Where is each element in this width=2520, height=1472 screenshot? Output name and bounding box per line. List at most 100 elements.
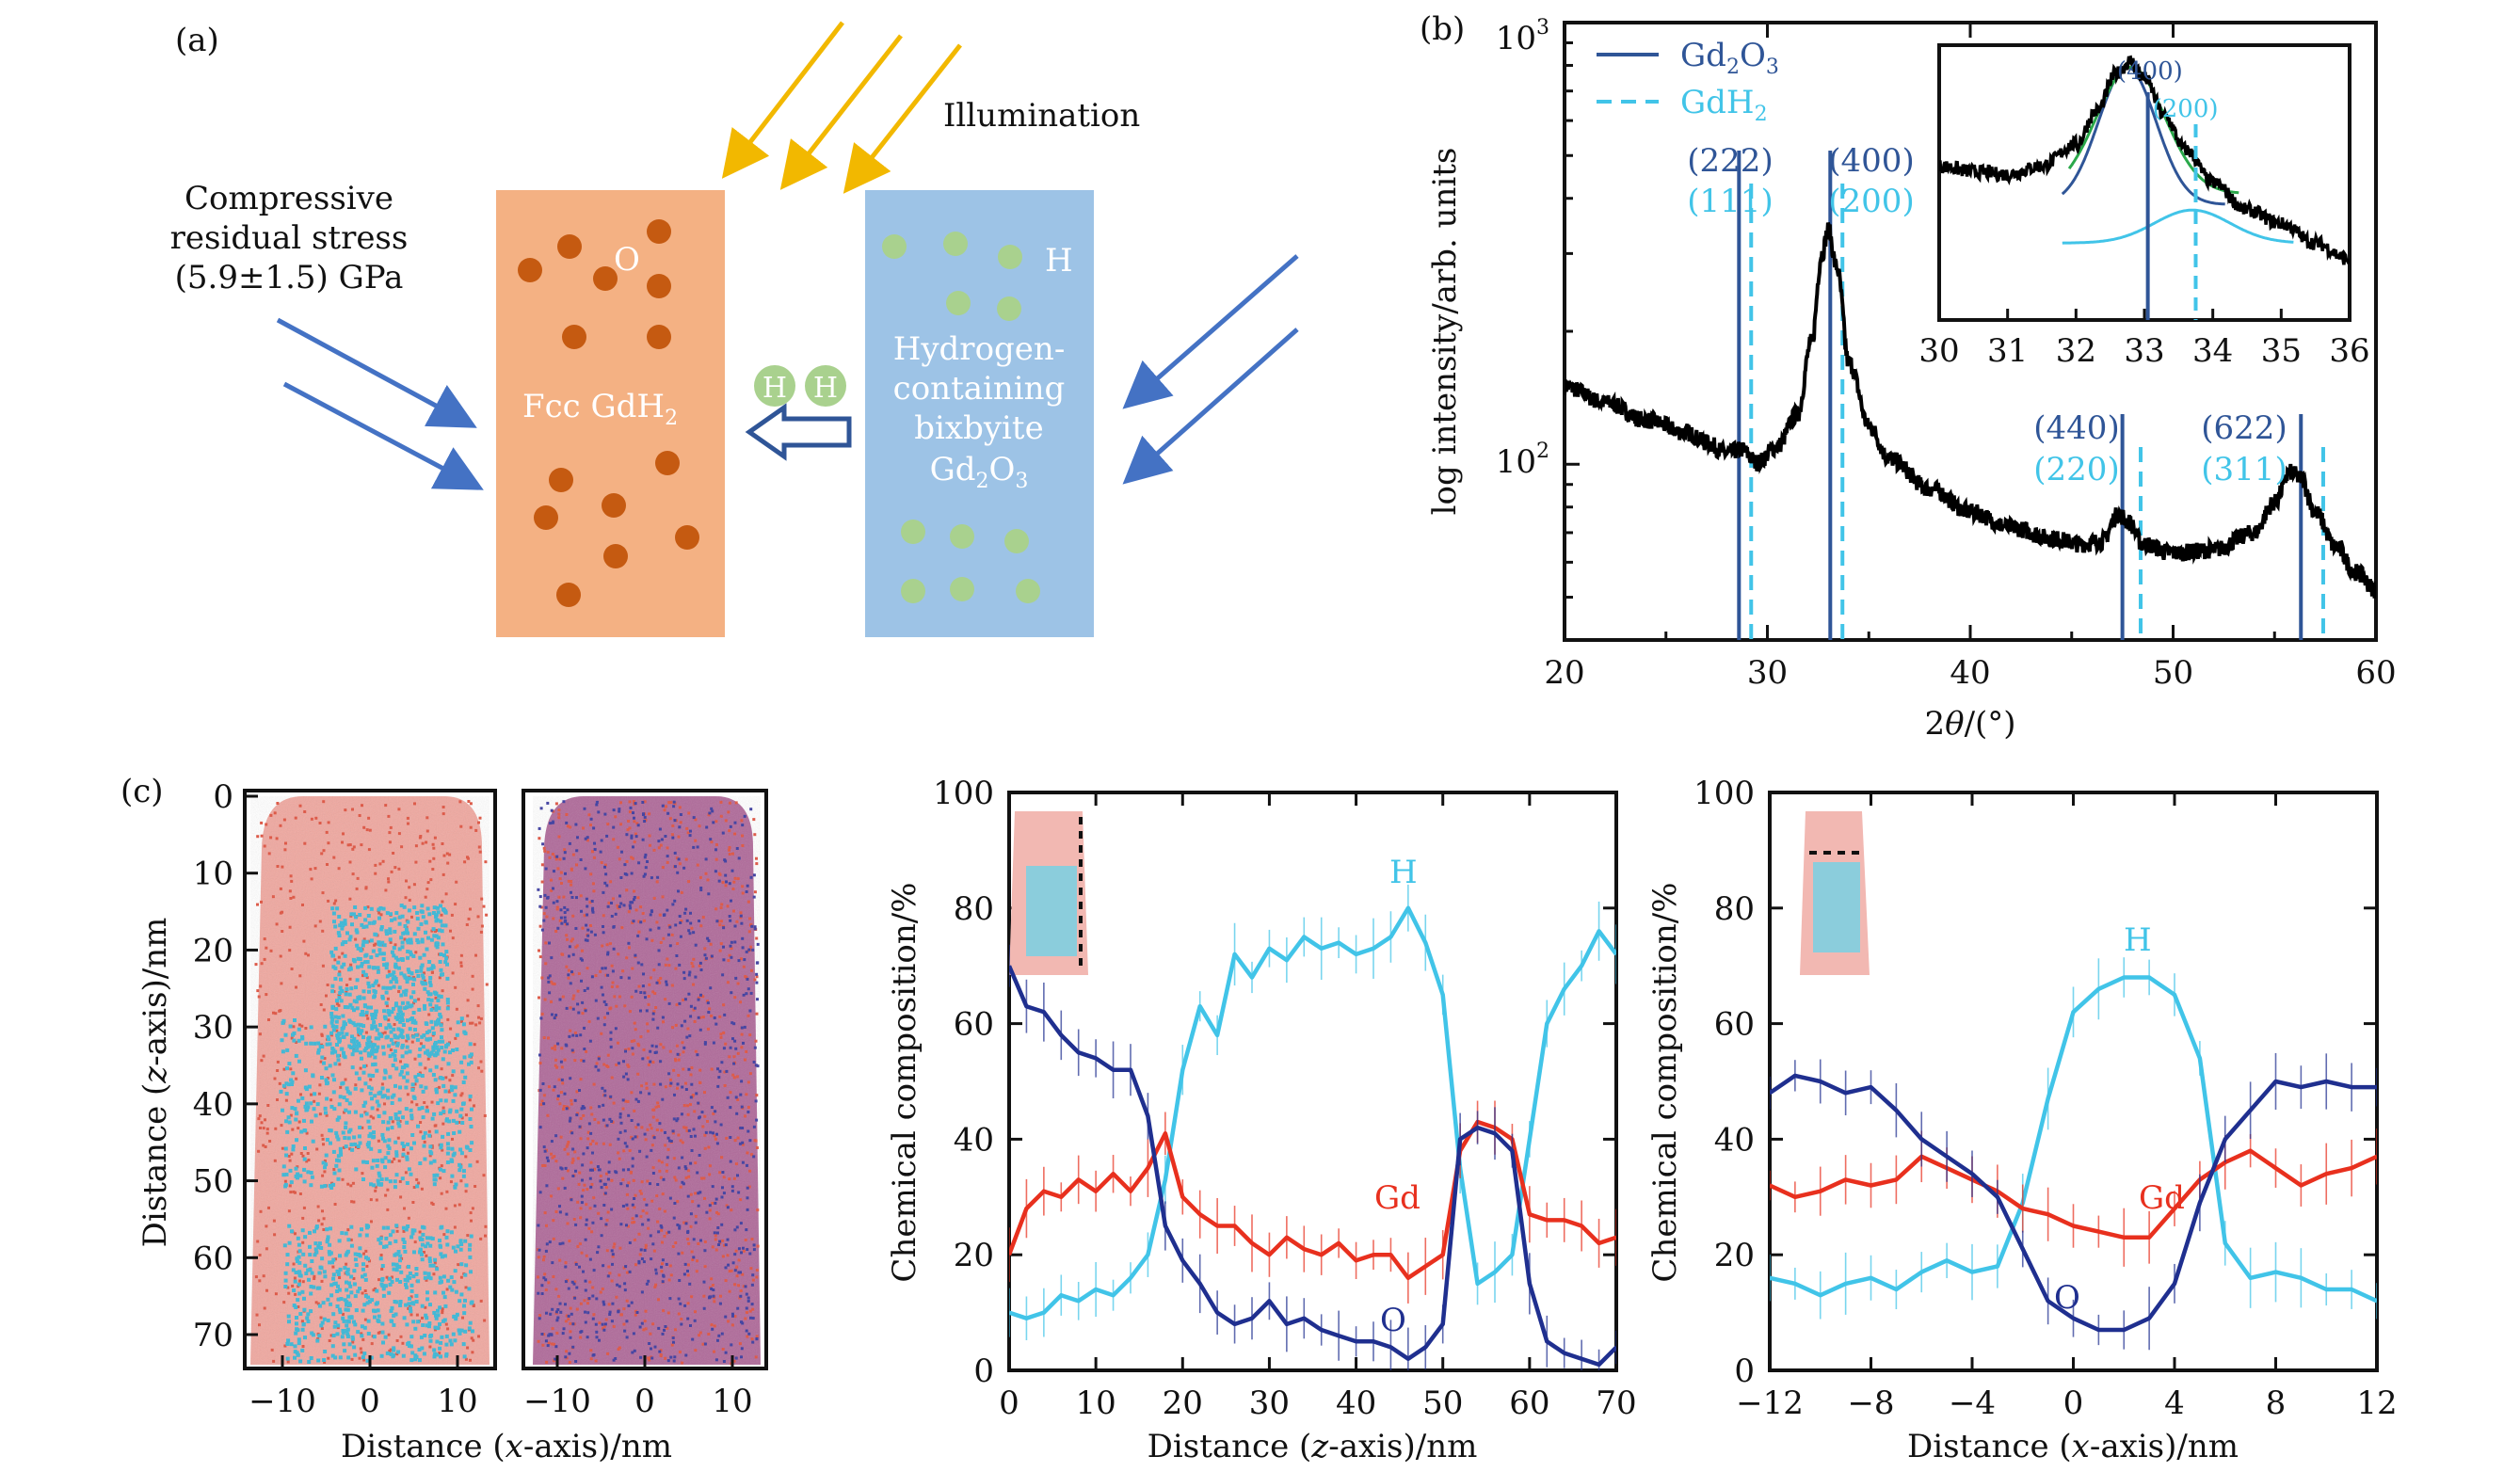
xrd-peak-label-gdh2: (200) bbox=[1828, 183, 1914, 220]
x-profile-label-o: O bbox=[2054, 1279, 2080, 1317]
xrd-x-axis-title: 2θ/(°) bbox=[1924, 705, 2015, 743]
xrd-inset-ticks: 30 31 32 33 34 35 36 bbox=[1918, 309, 2370, 370]
atom-map-xtick-label: 0 bbox=[360, 1383, 380, 1420]
xrd-xtick-label: 20 bbox=[1544, 654, 1584, 692]
xrd-peak-label-gdh2: (111) bbox=[1687, 183, 1773, 220]
xrd-peak-label-gd2o3: (440) bbox=[2033, 409, 2119, 447]
z-profile-xtick-label: 40 bbox=[1336, 1384, 1376, 1422]
o-atom-2 bbox=[557, 234, 582, 259]
atom-map-ytick-label: 40 bbox=[193, 1086, 233, 1124]
h-atom-1 bbox=[882, 234, 907, 259]
atom-map-x-axis-title: Distance (x-axis)/nm bbox=[341, 1428, 672, 1465]
z-profile-xtick-label: 20 bbox=[1163, 1384, 1203, 1422]
h-atom-2 bbox=[943, 232, 968, 256]
hydrogen-transfer-arrow bbox=[745, 403, 852, 461]
z-profile-xtick-label: 70 bbox=[1596, 1384, 1636, 1422]
h-atom-9 bbox=[950, 577, 974, 601]
xrd-chart: 20 30 40 50 60 (222)(111)(400)(200)(440)(220… bbox=[1426, 16, 2397, 743]
x-profile-ytick-label: 80 bbox=[1714, 890, 1755, 928]
gd2o3-box-line1: Hydrogen- bbox=[893, 330, 1066, 368]
o-atom-9 bbox=[655, 451, 680, 475]
h-atom-box-label: H bbox=[1045, 242, 1073, 280]
xrd-inset-xtick-label: 36 bbox=[2329, 332, 2369, 370]
panel-c-label: (c) bbox=[120, 773, 164, 810]
x-profile-xtick-label: 4 bbox=[2164, 1384, 2185, 1422]
z-profile-xtick-label: 10 bbox=[1076, 1384, 1116, 1422]
z-profile-label-o: O bbox=[1380, 1302, 1406, 1339]
z-profile-ytick-label: 80 bbox=[954, 890, 994, 928]
z-profile-series-h bbox=[1009, 905, 1616, 1320]
x-profile-ytick-label: 20 bbox=[1714, 1237, 1755, 1274]
z-profile-series-o bbox=[1009, 965, 1616, 1368]
xrd-peak-label-gdh2: (311) bbox=[2201, 451, 2287, 488]
o-atom-12 bbox=[675, 525, 699, 550]
o-atom-6 bbox=[562, 325, 586, 349]
gd2o3-box-line4: Gd2O3 bbox=[930, 451, 1029, 493]
xrd-peak-label-gd2o3: (400) bbox=[1828, 142, 1914, 180]
xrd-xtick-label: 60 bbox=[2355, 654, 2396, 692]
stress-label-line1: Compressive bbox=[185, 180, 393, 217]
atom-map-ytick-label: 20 bbox=[193, 932, 233, 969]
x-profile-xtick-label: 8 bbox=[2266, 1384, 2287, 1422]
o-atom-8 bbox=[549, 468, 573, 492]
z-profile-label-gd: Gd bbox=[1374, 1179, 1421, 1217]
z-profile-frame bbox=[1007, 791, 1618, 1372]
xrd-xtick-label: 30 bbox=[1747, 654, 1788, 692]
illumination-arrows bbox=[721, 21, 962, 194]
xrd-peak-label-gdh2: (220) bbox=[2033, 451, 2119, 488]
o-atom-label: O bbox=[614, 241, 640, 279]
x-profile-y-axis-title: Chemical composition/% bbox=[1646, 882, 1684, 1282]
x-profile-x-axis-title: Distance (x-axis)/nm bbox=[1907, 1428, 2239, 1465]
z-profile-lines bbox=[1009, 884, 1616, 1370]
o-atom-14 bbox=[556, 583, 581, 607]
xrd-inset-gdh2-label: (200) bbox=[2153, 95, 2219, 123]
x-profile-ytick-label: 100 bbox=[1693, 775, 1755, 812]
stress-label-line2: residual stress bbox=[170, 219, 409, 257]
x-profile-label-gd: Gd bbox=[2139, 1179, 2185, 1217]
atom-map-ytick-label: 50 bbox=[193, 1163, 233, 1201]
xrd-inset-xtick-label: 32 bbox=[2056, 332, 2096, 370]
o-atom-5 bbox=[647, 219, 671, 244]
atom-map-ytick-label: 60 bbox=[193, 1240, 233, 1277]
xrd-xtick-label: 40 bbox=[1950, 654, 1990, 692]
o-atoms bbox=[518, 219, 699, 607]
xrd-pattern-line bbox=[1565, 221, 2376, 599]
stress-label-line3: (5.9±1.5) GPa bbox=[175, 259, 404, 296]
x-profile-ytick-label: 40 bbox=[1714, 1121, 1755, 1159]
legend-gdh2-label: GdH2 bbox=[1680, 84, 1768, 126]
z-profile-xtick-label: 60 bbox=[1509, 1384, 1549, 1422]
z-profile-ytick-label: 60 bbox=[954, 1006, 994, 1044]
atom-map-left-texture bbox=[250, 796, 490, 1365]
h-atom-6 bbox=[901, 520, 925, 544]
o-atom-11 bbox=[602, 493, 626, 518]
xrd-inset-xtick-label: 33 bbox=[2124, 332, 2164, 370]
z-profile-ytick-label: 20 bbox=[954, 1237, 994, 1274]
atom-map-xtick-label: 10 bbox=[712, 1383, 752, 1420]
gd2o3-box-line3: bixbyite bbox=[914, 409, 1043, 447]
atom-map-left bbox=[243, 789, 497, 1370]
x-profile-lines bbox=[1770, 957, 2377, 1351]
xrd-ytick-1e2: 102 bbox=[1496, 440, 1549, 481]
z-profile-xtick-label: 0 bbox=[999, 1384, 1019, 1422]
x-profile-chart: −12 −8 −4 0 4 8 12 0 20 40 60 80 100 H Gd O Chemical… bbox=[1646, 775, 2398, 1465]
gdh2-box-label: Fcc GdH2 bbox=[522, 388, 678, 430]
z-profile-xtick-label: 30 bbox=[1249, 1384, 1290, 1422]
h-atom-11 bbox=[901, 579, 925, 603]
gd2o3-box-line2: containing bbox=[893, 370, 1066, 408]
o-atom-7 bbox=[647, 325, 671, 349]
h-atom-4 bbox=[946, 291, 971, 315]
atom-map-ytick-label: 30 bbox=[193, 1009, 233, 1047]
gd2o3-box bbox=[865, 190, 1094, 637]
atom-map-y-axis-title: Distance (z-axis)/nm bbox=[136, 918, 174, 1248]
xrd-ticks: 20 30 40 50 60 bbox=[1544, 21, 2397, 692]
x-profile-ytick-label: 0 bbox=[1734, 1352, 1755, 1390]
z-profile-label-h: H bbox=[1389, 854, 1418, 891]
z-profile-y-axis-title: Chemical composition/% bbox=[886, 882, 923, 1282]
o-atom-4 bbox=[647, 274, 671, 298]
z-profile-series-gd bbox=[1009, 1119, 1616, 1281]
xrd-inset-fit-lines bbox=[2061, 65, 2294, 245]
z-profile-chart: 0 10 20 30 40 50 60 70 0 20 40 60 80 100 H Gd O Chemi… bbox=[886, 775, 1637, 1465]
panel-b-label: (b) bbox=[1420, 10, 1465, 48]
x-profile-ytick-label: 60 bbox=[1714, 1006, 1755, 1044]
